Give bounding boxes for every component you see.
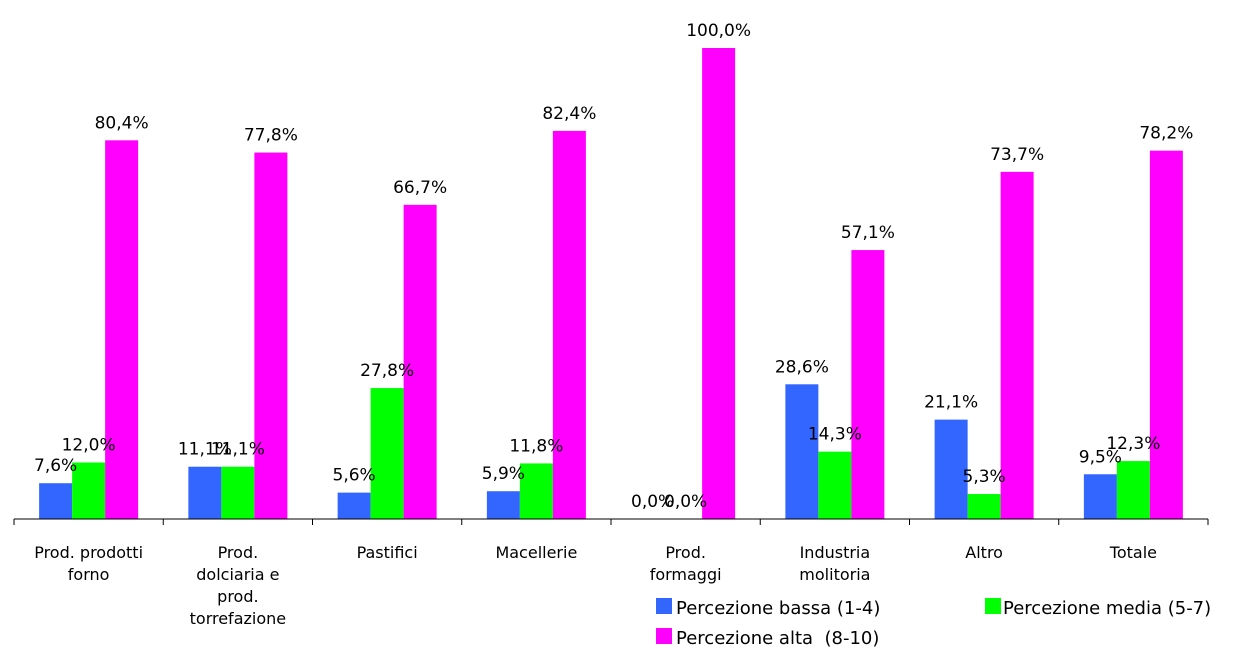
x-label-5: Industria molitoria (799, 543, 870, 584)
data-label-media-1: 11,1% (211, 440, 265, 460)
data-label-alta-0: 80,4% (95, 113, 149, 133)
data-label-bassa-2: 5,6% (333, 466, 376, 486)
bar-alta-6 (1000, 171, 1034, 520)
legend-swatch-media (985, 598, 1001, 614)
bar-bassa-3 (486, 491, 520, 519)
x-label-3: Macellerie (495, 543, 577, 562)
bar-bassa-1 (188, 466, 222, 519)
data-label-alta-1: 77,8% (244, 126, 298, 146)
bar-alta-0 (105, 140, 139, 520)
bar-alta-1 (254, 152, 288, 519)
x-label-2: Pastifici (357, 543, 418, 562)
data-label-alta-7: 78,2% (1139, 124, 1193, 144)
legend-label-media: Percezione media (5-7) (1003, 598, 1211, 619)
bar-alta-5 (851, 250, 885, 519)
data-label-media-6: 5,3% (963, 467, 1006, 487)
bar-media-6 (967, 494, 1001, 519)
data-label-media-7: 12,3% (1106, 434, 1160, 454)
bar-bassa-0 (39, 483, 73, 519)
data-label-bassa-4: 0,0% (631, 492, 674, 512)
legend: Percezione bassa (1-4) Percezione media … (656, 598, 1211, 649)
legend-label-bassa: Percezione bassa (1-4) (676, 598, 880, 619)
data-label-bassa-6: 21,1% (924, 393, 978, 413)
data-labels-layer: 7,6% 11,1% 5,6% 5,9% 0,0% 28,6% 21,1% 9,5% 12,0%… (34, 21, 1193, 512)
data-label-media-3: 11,8% (509, 436, 563, 456)
bar-media-2 (370, 388, 404, 519)
data-label-media-0: 12,0% (62, 435, 116, 455)
legend-swatch-bassa (656, 598, 672, 614)
data-label-alta-5: 57,1% (841, 223, 895, 243)
data-label-bassa-7: 9,5% (1079, 447, 1122, 467)
legend-label-alta: Percezione alta (8-10) (676, 628, 879, 649)
bar-alta-4 (702, 48, 736, 519)
x-label-7: Totale (1109, 543, 1157, 562)
data-label-media-5: 14,3% (808, 425, 862, 445)
x-axis-ticks (13, 519, 1209, 525)
data-label-bassa-0: 7,6% (34, 456, 77, 476)
bar-media-7 (1116, 461, 1150, 519)
data-label-media-2: 27,8% (360, 361, 414, 381)
data-label-bassa-5: 28,6% (775, 357, 829, 377)
bar-alta-7 (1149, 150, 1183, 520)
bar-media-0 (72, 462, 106, 519)
bar-bassa-7 (1083, 474, 1117, 519)
data-label-alta-4: 100,0% (686, 21, 751, 41)
x-axis-labels: Prod. prodotti forno Prod. dolciaria e prod.… (34, 543, 1157, 628)
data-label-bassa-3: 5,9% (482, 464, 525, 484)
bar-alta-3 (552, 130, 586, 519)
bars-layer (39, 48, 1183, 520)
bar-bassa-5 (785, 384, 819, 519)
bar-bassa-6 (934, 419, 968, 519)
data-label-alta-2: 66,7% (393, 178, 447, 198)
data-label-media-4: 0,0% (664, 492, 707, 512)
bar-alta-2 (403, 204, 437, 519)
legend-swatch-alta (656, 628, 672, 644)
data-label-bassa-1: 11,1% (178, 440, 232, 460)
x-label-6: Altro (965, 543, 1003, 562)
x-label-4: Prod. formaggi (650, 543, 722, 584)
bar-media-5 (818, 451, 852, 519)
x-label-1: Prod. dolciaria e prod. torrefazione (190, 543, 286, 628)
bar-media-1 (221, 466, 255, 519)
data-label-alta-6: 73,7% (990, 145, 1044, 165)
bar-bassa-2 (337, 492, 371, 519)
bar-media-3 (519, 463, 553, 519)
x-label-0: Prod. prodotti forno (34, 543, 143, 584)
data-label-alta-3: 82,4% (542, 104, 596, 124)
